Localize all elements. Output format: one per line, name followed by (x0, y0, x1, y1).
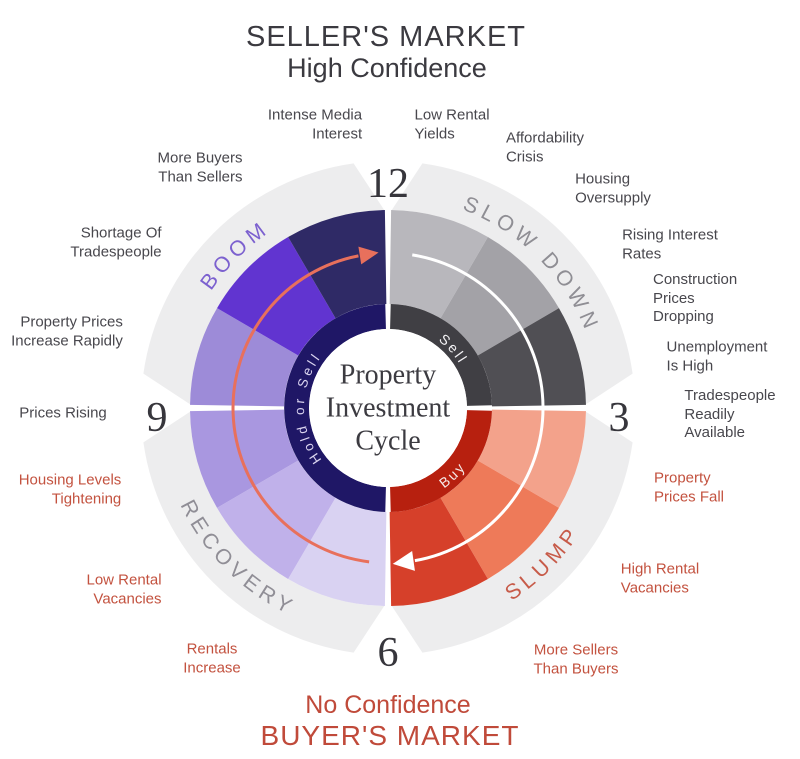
boom-segment-3 (288, 210, 387, 319)
inner-ring-buy (390, 410, 492, 512)
clock-number-6: 6 (378, 630, 399, 676)
cycle-stage-label: Shortage Of Tradespeople (70, 224, 162, 260)
cycle-stage-label: Construction Prices Dropping (653, 271, 738, 326)
slump-segment-1 (477, 409, 586, 508)
outer-ring-slow-down (391, 163, 633, 405)
cycle-stage-label: Property Prices Fall (653, 469, 725, 505)
boom-segment-1 (190, 308, 299, 407)
bottom-subtitle-no-confidence: No Confidence (305, 691, 471, 719)
clock-number-3: 3 (609, 395, 630, 441)
slow-down-segment-3 (477, 308, 586, 407)
cycle-stage-label: Affordability Crisis (505, 129, 585, 165)
cycle-stage-label: Tradespeople Readily Available (684, 387, 776, 442)
recovery-segment-1 (288, 497, 387, 606)
top-subtitle-high-confidence: High Confidence (287, 53, 487, 83)
cycle-stage-label: Rentals Increase (183, 640, 241, 676)
slump-segment-2 (440, 460, 559, 579)
slow-down-segment-2 (440, 237, 559, 356)
inner-ring-hold-or-sell (284, 304, 386, 512)
clock-number-12: 12 (367, 161, 409, 207)
center-title-line: Property (339, 359, 437, 391)
clock-number-9: 9 (147, 395, 168, 441)
bottom-title-buyers-market: BUYER'S MARKET (260, 720, 520, 751)
cycle-stage-label: High Rental Vacancies (620, 560, 700, 596)
cycle-stage-label: Rising Interest Rates (622, 226, 718, 262)
boom-clockwise-arrow-head-icon (358, 246, 379, 265)
wheel-hub (309, 329, 467, 487)
cycle-stage-label: More Buyers Than Sellers (157, 149, 243, 185)
center-title-line: Investment (325, 392, 451, 424)
outer-ring-slump (391, 411, 633, 653)
slump-clockwise-arrow (412, 253, 545, 563)
cycle-stage-label: Property Prices Increase Rapidly (11, 313, 123, 349)
cycle-stage-label: Housing Oversupply (575, 170, 651, 206)
boom-clockwise-arrow (231, 254, 370, 564)
outer-ring-recovery (143, 411, 385, 653)
cycle-stage-label: Unemployment Is High (666, 338, 768, 374)
slump-segment-3 (389, 497, 488, 606)
cycle-stage-label: Prices Rising (19, 404, 107, 422)
boom-segment-2 (217, 237, 336, 356)
recovery-segment-3 (190, 409, 299, 508)
inner-ring-sell (390, 304, 492, 406)
slump-clockwise-arrow-head-icon (392, 551, 415, 571)
cycle-stage-label: Low Rental Yields (414, 106, 490, 142)
top-title-sellers-market: SELLER'S MARKET (245, 21, 527, 53)
cycle-stage-label: Low Rental Vacancies (86, 571, 162, 607)
cycle-stage-label: Intense Media Interest (267, 106, 363, 142)
cycle-stage-label: More Sellers Than Buyers (533, 641, 619, 677)
recovery-segment-2 (217, 460, 336, 579)
cycle-stage-label: Housing Levels Tightening (18, 471, 122, 507)
center-title-line: Cycle (355, 425, 421, 457)
outer-ring-boom (143, 163, 385, 405)
slow-down-segment-1 (389, 210, 488, 319)
wheel-center-title: Property Investment Cycle (326, 359, 450, 458)
